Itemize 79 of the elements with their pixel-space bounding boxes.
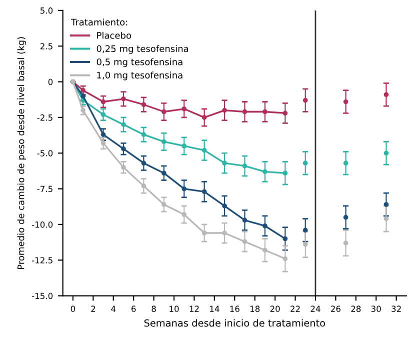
point [161,202,166,207]
y-tick-label: 2.5 [40,43,52,50]
point [100,99,106,104]
point [242,109,248,114]
point [343,160,348,166]
point [282,256,288,262]
y-tick-label: 0 [48,78,53,86]
point [141,102,146,108]
point [384,150,389,156]
x-tick-label: 20 [270,306,280,312]
point [384,92,389,98]
point [262,248,268,253]
point [302,98,308,103]
y-tick-label: 5.0 [40,7,53,14]
point [302,160,308,166]
x-tick-label: 24 [310,306,320,312]
legend-label: 1,0 mg tesofensina [97,72,182,80]
legend-label: Placebo [97,32,132,39]
x-tick-label: 30 [371,306,381,312]
y-tick-label: -5.0 [37,150,53,156]
x-tick-label: 32 [392,306,401,312]
point [222,230,227,236]
y-tick-label: -7.5 [37,186,52,192]
legend-label: 0,5 mg tesofensina [96,58,182,68]
point [282,236,288,242]
point [202,230,207,236]
point [202,148,207,153]
legend-label: 0,25 mg tesofensina [96,45,188,54]
point [262,223,268,228]
y-tick-label: -12.5 [32,257,52,264]
point [161,139,166,144]
x-tick-label: 26 [331,306,340,312]
point [141,184,146,188]
x-tick-label: 8 [152,306,156,312]
x-axis-title: Semanas desde inicio de tratamiento [144,319,326,327]
point [182,106,187,112]
point [182,186,187,192]
point [242,164,248,168]
point [222,203,227,208]
y-tick-label: -10.0 [32,221,53,228]
point [202,189,207,194]
point [282,170,288,176]
y-tick-label: -15.0 [32,292,53,300]
point [222,108,227,113]
y-axis-title: Promedio de cambio de peso desde nivel basal (kg) [17,37,26,269]
x-tick-label: 10 [170,306,179,312]
point [161,109,166,114]
x-tick-label: 18 [250,306,260,312]
point [262,169,268,174]
x-tick-label: 0 [70,306,76,312]
point [242,218,248,223]
point [202,115,207,120]
point [262,109,268,114]
point [222,160,227,166]
point [343,99,348,104]
point [282,110,288,116]
x-tick-label: 16 [230,306,240,312]
x-tick-label: 2 [91,306,95,312]
y-tick-label: -2.5 [37,114,52,121]
x-tick-label: 4 [111,306,116,312]
point [121,146,126,152]
point [182,144,187,148]
point [343,214,348,220]
point [141,132,146,138]
point [121,122,126,128]
x-tick-label: 6 [132,306,136,312]
point [100,112,106,118]
point [343,240,348,246]
x-tick-label: 28 [351,306,361,312]
x-tick-label: 12 [190,306,199,312]
point [242,239,248,244]
x-tick-label: 14 [210,306,220,312]
legend-title: Tratamiento: [70,18,128,26]
point [161,170,166,176]
x-tick-label: 22 [290,306,300,312]
point [141,160,146,166]
point [182,212,187,217]
point [121,96,126,102]
point [121,164,126,170]
